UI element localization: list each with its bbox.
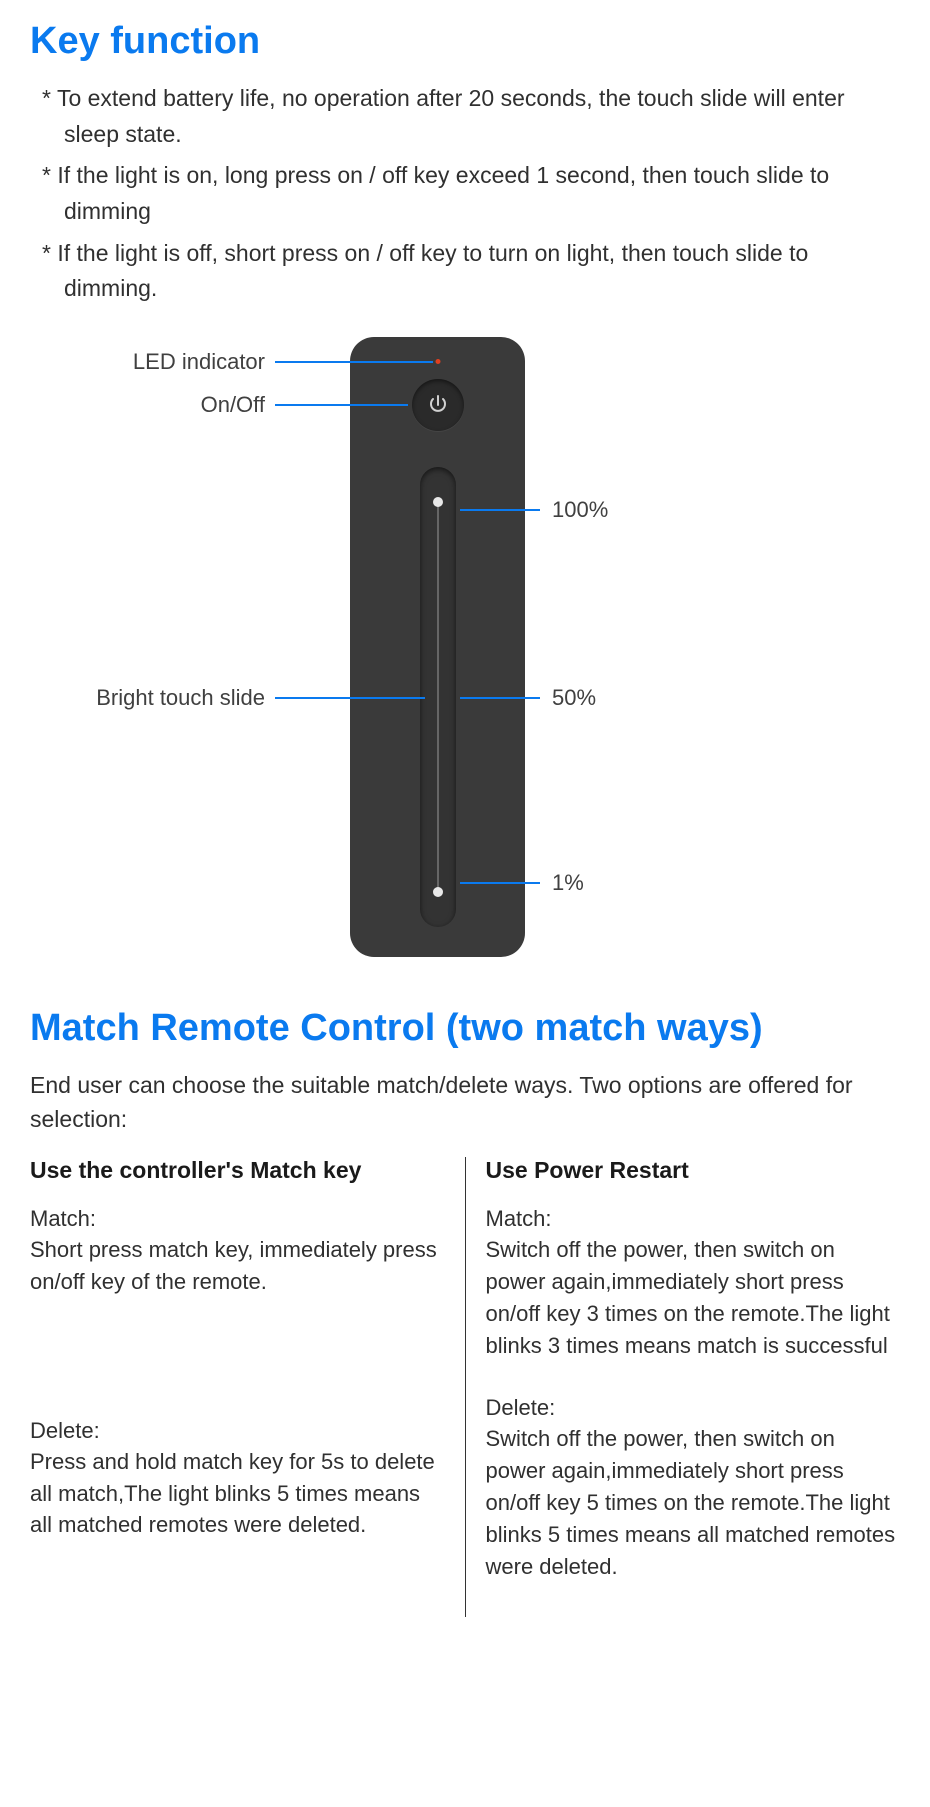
callout-line-icon (275, 697, 425, 699)
label-50: 50% (552, 685, 596, 711)
callout-line-icon (460, 882, 540, 884)
two-column-layout: Use the controller's Match key Match: Sh… (30, 1157, 900, 1617)
col2-match-label: Match: (486, 1206, 901, 1232)
callout-line-icon (275, 404, 408, 406)
col1-delete-body: Press and hold match key for 5s to delet… (30, 1446, 445, 1542)
label-1: 1% (552, 870, 584, 896)
col1-match-label: Match: (30, 1206, 445, 1232)
section1-title: Key function (30, 20, 900, 63)
bullet-item: To extend battery life, no operation aft… (30, 81, 900, 152)
column-left: Use the controller's Match key Match: Sh… (30, 1157, 465, 1617)
slide-dot-top-icon (433, 497, 443, 507)
slide-dot-bottom-icon (433, 887, 443, 897)
led-indicator-icon (435, 359, 440, 364)
col2-delete-body: Switch off the power, then switch on pow… (486, 1423, 901, 1582)
label-100: 100% (552, 497, 608, 523)
remote-diagram: LED indicator On/Off Bright touch slide … (30, 337, 900, 977)
col2-delete-label: Delete: (486, 1395, 901, 1421)
callout-line-icon (460, 509, 540, 511)
label-led: LED indicator (105, 349, 265, 375)
section2-title: Match Remote Control (two match ways) (30, 1007, 900, 1050)
label-slide: Bright touch slide (65, 685, 265, 711)
section2-intro: End user can choose the suitable match/d… (30, 1068, 900, 1137)
callout-line-icon (275, 361, 433, 363)
bullet-list: To extend battery life, no operation aft… (30, 81, 900, 307)
col2-match-body: Switch off the power, then switch on pow… (486, 1234, 901, 1362)
slide-line-icon (437, 503, 439, 891)
bullet-item: If the light is off, short press on / of… (30, 236, 900, 307)
power-button-icon (412, 379, 464, 431)
col1-match-body: Short press match key, immediately press… (30, 1234, 445, 1298)
col1-title: Use the controller's Match key (30, 1157, 445, 1184)
col2-title: Use Power Restart (486, 1157, 901, 1184)
bullet-item: If the light is on, long press on / off … (30, 158, 900, 229)
callout-line-icon (460, 697, 540, 699)
col1-delete-label: Delete: (30, 1418, 445, 1444)
label-onoff: On/Off (105, 392, 265, 418)
column-right: Use Power Restart Match: Switch off the … (465, 1157, 901, 1617)
remote-body (350, 337, 525, 957)
